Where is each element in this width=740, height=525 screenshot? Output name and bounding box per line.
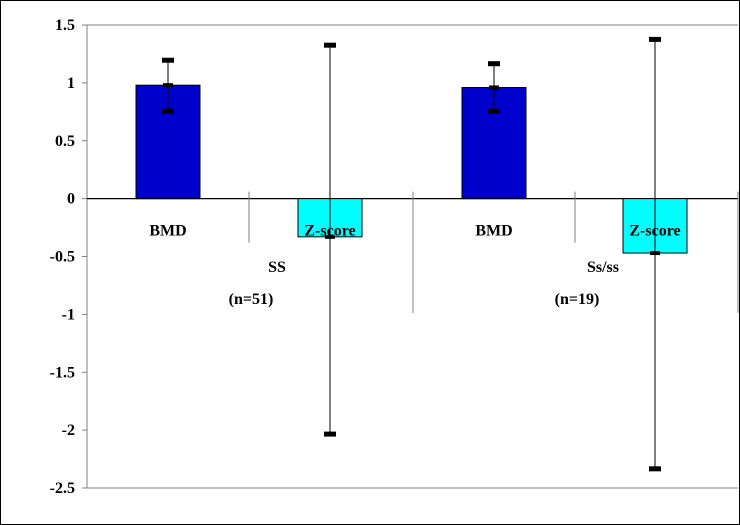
y-tick-label: -1.5 [50,364,75,381]
bmd-label: BMD [475,223,512,240]
error-bar-mean-mark [325,234,335,239]
y-tick-label: -2 [62,422,75,439]
y-tick-label: 1.5 [55,17,75,34]
group-label-count: (n=19) [555,291,600,308]
bmd-label: BMD [149,223,186,240]
y-tick-label: -2.5 [50,480,75,497]
error-bar-cap-low [162,108,174,114]
error-bars [162,36,661,472]
error-bar-cap-high [488,61,500,67]
y-tick-label: -0.5 [50,249,75,266]
error-bar-cap-high [649,36,661,42]
error-bar-cap-high [162,57,174,63]
error-bar-mean-mark [650,251,660,256]
group-label-count: (n=51) [229,291,274,308]
y-tick-label: 1 [67,75,75,92]
error-bar-cap-low [488,108,500,114]
error-bar-mean-mark [489,85,499,90]
group-label-name: SS [268,259,286,276]
error-bar-mean-mark [163,83,173,88]
bars [135,84,688,254]
y-tick-label: 0.5 [55,133,75,150]
y-tick-label: 0 [67,191,75,208]
z-score-label: Z-score [304,223,355,240]
error-bar-cap-low [649,466,661,472]
y-axis: 1.5 1 0.5 0 -0.5 -1 -1.5 -2 -2.5 [50,17,87,497]
group-label-name: Ss/ss [587,259,619,276]
error-bar-cap-low [324,431,336,437]
plot-area [86,24,739,489]
z-score-label: Z-score [629,223,680,240]
error-bar-cap-high [324,42,336,48]
category-labels: BMD Z-score BMD Z-score SS (n=51) Ss/ss (n=19) [149,223,680,308]
y-tick-label: -1 [62,306,75,323]
